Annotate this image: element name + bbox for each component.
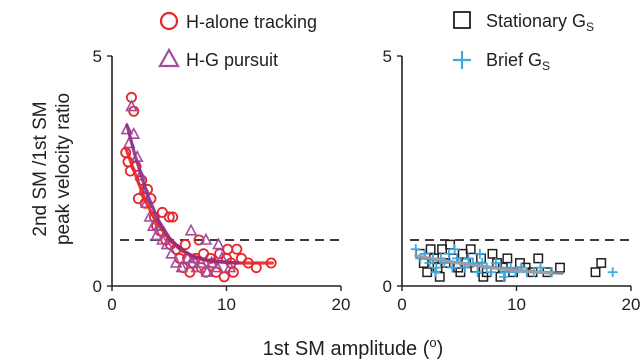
point-h-g xyxy=(156,232,169,245)
point-stationary xyxy=(476,253,486,264)
y-tick-label: 0 xyxy=(93,277,102,296)
point-brief xyxy=(607,267,618,278)
legend-triangle-marker xyxy=(158,47,180,68)
legend-label-h-g: H-G pursuit xyxy=(186,50,278,70)
point-h-g xyxy=(175,260,189,273)
legend-label-brief-sub: S xyxy=(542,59,550,73)
point-h-g xyxy=(200,264,214,278)
y-tick-label: 5 xyxy=(383,47,392,66)
point-h-alone xyxy=(218,271,230,283)
point-brief xyxy=(447,262,458,273)
point-h-g xyxy=(125,99,138,112)
x-tick-label: 0 xyxy=(397,295,406,314)
legend-plus-marker xyxy=(453,51,471,69)
point-stationary xyxy=(478,271,489,282)
legend-right: Stationary GS Brief GS xyxy=(453,11,594,73)
point-stationary xyxy=(596,258,607,268)
fit-curve xyxy=(125,123,240,265)
x-tick-label: 20 xyxy=(332,295,351,314)
point-brief xyxy=(472,267,483,278)
point-h-g xyxy=(199,232,213,245)
point-h-g xyxy=(212,237,225,250)
point-h-alone xyxy=(163,211,175,223)
point-h-g xyxy=(223,260,237,273)
point-h-g xyxy=(165,246,178,259)
fit-curve xyxy=(124,146,274,265)
y-axis-label-line1: 2nd SM /1st SM xyxy=(30,101,51,236)
point-brief xyxy=(463,253,474,264)
legend-label-stationary: Stationary GS xyxy=(486,11,594,34)
x-tick-label: 10 xyxy=(217,295,236,314)
point-stationary xyxy=(487,248,498,259)
point-stationary xyxy=(445,239,456,250)
point-stationary xyxy=(502,253,513,264)
legend-left: H-alone tracking H-G pursuit xyxy=(158,11,317,70)
x-tick-label: 10 xyxy=(507,295,526,314)
legend-square-marker xyxy=(453,11,471,29)
point-brief xyxy=(410,244,421,255)
point-brief xyxy=(474,248,485,259)
point-h-g xyxy=(160,237,174,250)
point-stationary xyxy=(555,262,565,273)
point-h-alone xyxy=(231,243,243,255)
point-brief xyxy=(449,244,460,255)
fit-curve xyxy=(414,254,553,275)
point-stationary xyxy=(437,244,448,255)
point-h-g xyxy=(185,255,199,268)
x-tick-label: 0 xyxy=(107,295,116,314)
point-h-g xyxy=(169,255,183,268)
x-tick-label: 20 xyxy=(622,295,640,314)
point-brief xyxy=(431,262,442,273)
x-axis-label-main: 1st SM amplitude ( xyxy=(263,338,430,360)
y-axis-label-line2: peak velocity ratio xyxy=(53,93,74,245)
point-stationary xyxy=(457,248,468,259)
point-h-alone xyxy=(167,211,179,223)
point-brief xyxy=(430,267,441,278)
legend-label-brief-main: Brief G xyxy=(486,50,542,70)
legend-label-stationary-main: Stationary G xyxy=(486,11,586,31)
point-stationary xyxy=(533,253,544,264)
legend-label-brief: Brief GS xyxy=(486,50,550,73)
point-brief xyxy=(498,271,509,282)
panel-left: 0 10 20 0 5 xyxy=(93,47,351,314)
point-h-g xyxy=(211,260,224,273)
legend-label-stationary-sub: S xyxy=(586,20,594,34)
point-stationary xyxy=(434,271,445,282)
point-h-g xyxy=(140,195,153,208)
point-h-g xyxy=(184,223,198,236)
y-tick-label: 5 xyxy=(93,47,102,66)
point-h-g xyxy=(150,228,163,241)
point-h-g xyxy=(181,251,194,264)
legend-circle-marker xyxy=(159,11,179,31)
point-stationary xyxy=(425,244,436,255)
x-axis-label-degree: o xyxy=(429,335,436,350)
point-h-g xyxy=(127,126,141,139)
point-h-g xyxy=(134,168,147,181)
point-brief xyxy=(443,248,454,259)
x-axis-label: 1st SM amplitude (o) xyxy=(263,335,444,360)
panel-right: 0 10 20 0 5 xyxy=(383,47,640,314)
point-stationary xyxy=(422,267,433,278)
y-tick-label: 0 xyxy=(383,277,392,296)
point-h-g xyxy=(194,255,208,268)
point-stationary xyxy=(590,267,601,278)
point-h-alone xyxy=(179,239,191,251)
point-stationary xyxy=(465,244,476,255)
x-axis-label-close: ) xyxy=(437,338,444,360)
legend-label-h-alone: H-alone tracking xyxy=(186,12,317,32)
